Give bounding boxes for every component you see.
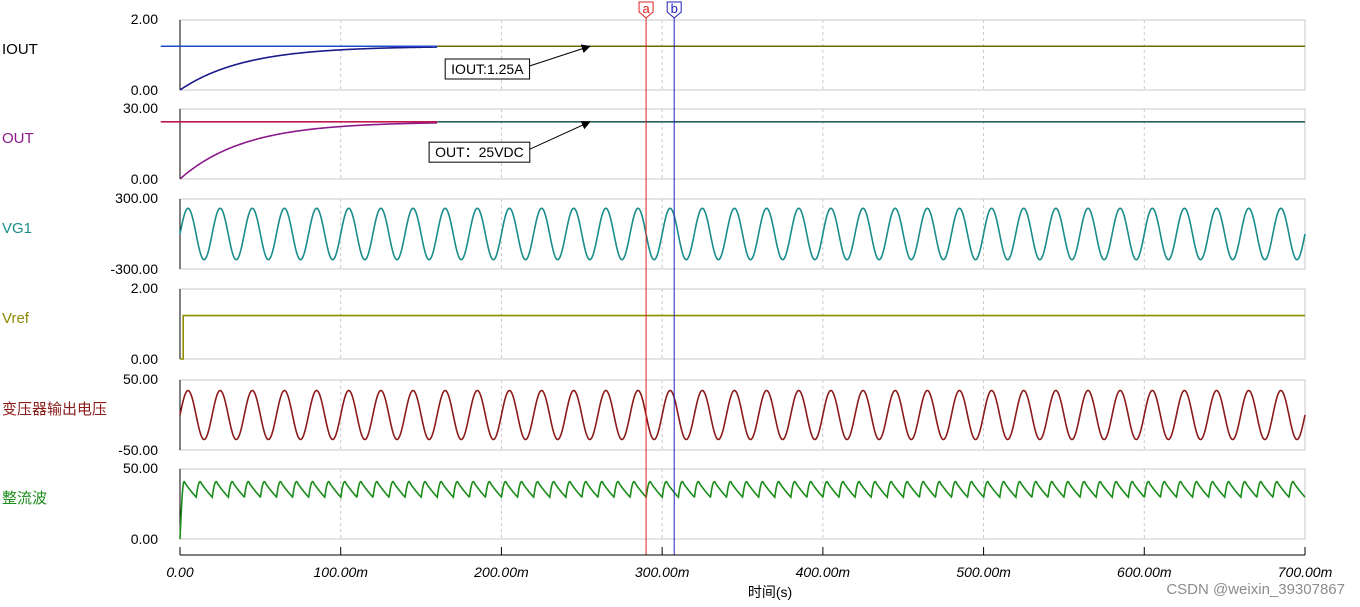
panel-frame-vref — [179, 288, 1306, 360]
y-tick-label: 2.00 — [131, 11, 158, 27]
cursor-handle-a[interactable] — [638, 1, 654, 19]
panel-label-vref: Vref — [2, 310, 30, 327]
trace-vg1-0 — [179, 207, 1306, 261]
trace-panel-5-0 — [179, 480, 1306, 540]
panel-frame-iout — [179, 19, 1306, 91]
y-tick-label: 30.00 — [123, 100, 158, 116]
annotations: IOUT:1.25A OUT：25VDC — [428, 44, 591, 163]
panel-label-iout: IOUT — [2, 41, 38, 58]
annotation-arrow-out — [529, 121, 591, 150]
x-tick-label: 0.00 — [166, 564, 193, 580]
y-tick-label: 50.00 — [123, 371, 158, 387]
y-tick-label: 0.00 — [131, 531, 158, 547]
x-tick-label: 600.00m — [1117, 564, 1172, 580]
annotation-arrow-iout — [529, 44, 591, 67]
annotation-text-iout: IOUT:1.25A — [451, 61, 524, 77]
x-tick-label: 300.00m — [635, 564, 690, 580]
trace-out-0 — [179, 122, 438, 180]
x-tick-label: 100.00m — [313, 564, 368, 580]
y-tick-label: 300.00 — [115, 190, 158, 206]
y-tick-label: 2.00 — [131, 280, 158, 296]
cursor-label-b: b — [671, 1, 678, 16]
x-axis: 0.00 100.00m 200.00m 300.00m 400.00m 500.00m 6… — [166, 547, 1333, 580]
y-tick-label: 0.00 — [131, 82, 158, 98]
panel-label-panel-5: 整流波 — [2, 490, 47, 507]
cursor-label-a: a — [642, 1, 650, 16]
panels: 2.00 0.00 IOUT 30.00 0.00 OUT 300.00 -300.00 VG1… — [2, 11, 1306, 547]
y-tick-label: 0.00 — [131, 171, 158, 187]
x-axis-title: 时间(s) — [748, 584, 792, 600]
annotation-box-iout — [444, 58, 531, 80]
annotation-box-out — [428, 141, 531, 163]
cursor-handle-b[interactable] — [666, 1, 682, 19]
y-tick-label: 50.00 — [123, 460, 158, 476]
grid — [340, 20, 1145, 539]
annotation-text-out: OUT：25VDC — [435, 144, 524, 160]
panel-label-panel-4: 变压器输出电压 — [2, 401, 107, 418]
x-tick-label: 200.00m — [473, 564, 529, 580]
x-tick-label: 400.00m — [796, 564, 851, 580]
panel-frame-out — [179, 108, 1306, 180]
trace-iout-0 — [179, 46, 438, 91]
y-tick-label: 0.00 — [131, 351, 158, 367]
series — [160, 45, 1306, 540]
panel-frame-panel-5 — [179, 468, 1306, 540]
trace-panel-4-0 — [179, 389, 1306, 441]
x-tick-label: 500.00m — [956, 564, 1011, 580]
y-tick-label: -300.00 — [111, 261, 159, 277]
trace-vref-0 — [180, 314, 1305, 360]
watermark: CSDN @weixin_39307867 — [1166, 581, 1345, 598]
y-tick-label: -50.00 — [118, 442, 158, 458]
x-tick-label: 700.00m — [1278, 564, 1333, 580]
panel-label-out: OUT — [2, 130, 34, 147]
panel-label-vg1: VG1 — [2, 220, 32, 237]
